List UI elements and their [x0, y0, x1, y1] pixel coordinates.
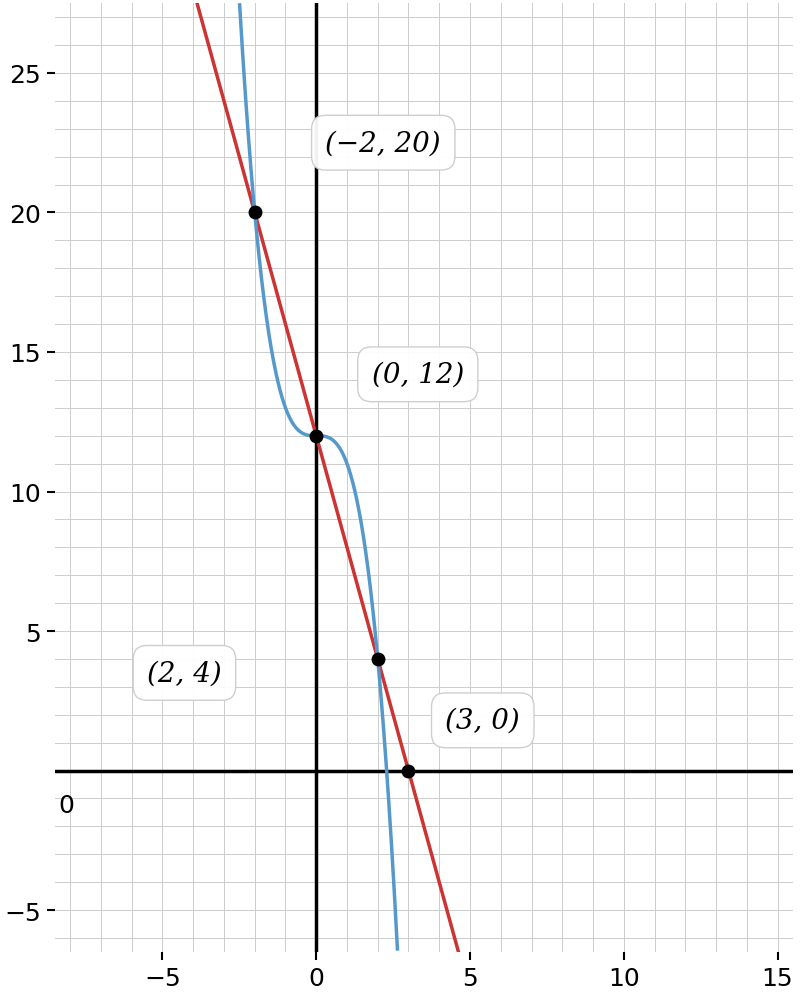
Text: (−2, 20): (−2, 20) — [326, 130, 441, 157]
Text: (0, 12): (0, 12) — [371, 362, 464, 389]
Text: 0: 0 — [58, 793, 74, 817]
Text: (3, 0): (3, 0) — [446, 707, 520, 735]
Text: (2, 4): (2, 4) — [147, 660, 222, 687]
